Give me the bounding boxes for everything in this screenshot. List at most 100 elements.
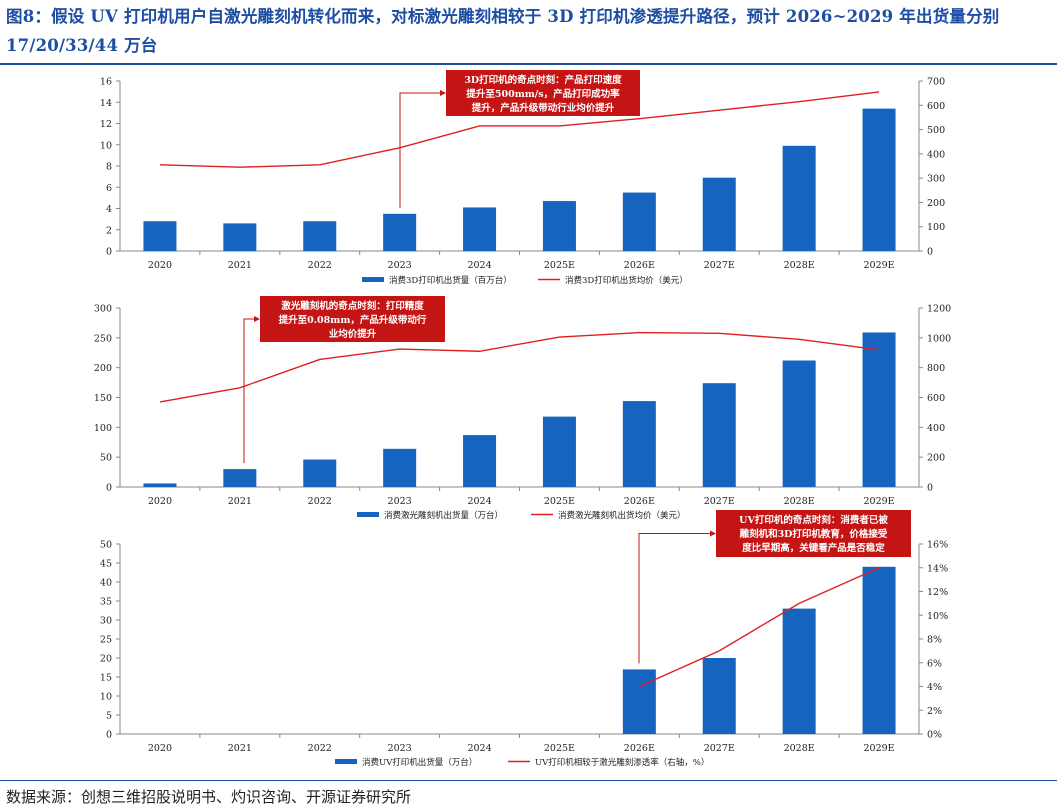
x-tick-label: 2027E — [704, 496, 735, 507]
annotation-box — [716, 510, 911, 557]
left-tick-label: 250 — [94, 333, 112, 344]
figure-title: 图8：假设 UV 打印机用户自激光雕刻机转化而来，对标激光雕刻相较于 3D 打印… — [6, 7, 1000, 55]
annotation-leader — [399, 92, 441, 208]
right-tick-label: 500 — [927, 125, 945, 136]
source-rule — [0, 780, 1057, 781]
price-line — [639, 567, 880, 688]
annotation-text: 度比早期高，关键看产品是否稳定 — [742, 542, 885, 554]
x-tick-label: 2023 — [388, 260, 412, 271]
x-tick-label: 2026E — [624, 260, 655, 271]
annotation-text: 激光雕刻机的奇点时刻：打印精度 — [281, 300, 424, 312]
left-tick-label: 2 — [106, 225, 112, 236]
price-line — [159, 91, 880, 168]
annotation-text: 提升至0.08mm，产品升级带动行 — [279, 314, 427, 326]
x-tick-label: 2025E — [544, 260, 575, 271]
right-tick-label: 6% — [927, 658, 942, 669]
left-tick-label: 50 — [100, 540, 112, 551]
bar-2022 — [303, 459, 337, 487]
right-tick-label: 300 — [927, 174, 945, 185]
right-tick-label: 1200 — [927, 304, 951, 315]
right-tick-label: 800 — [927, 363, 945, 374]
annotation-text: 提升，产品升级带动行业均价提升 — [472, 102, 615, 114]
right-tick-label: 100 — [927, 222, 945, 233]
right-tick-label: 200 — [927, 198, 945, 209]
x-tick-label: 2020 — [148, 260, 172, 271]
left-tick-label: 0 — [106, 247, 112, 258]
legend-bar-swatch — [362, 277, 384, 282]
left-tick-label: 35 — [100, 597, 112, 608]
left-tick-label: 25 — [100, 635, 112, 646]
bar-2026E — [622, 192, 656, 251]
right-tick-label: 400 — [927, 149, 945, 160]
annotation-arrowhead — [440, 90, 446, 96]
legend-bar-label: 消费3D打印机出货量（百万台） — [389, 275, 512, 286]
annotation-text: 提升至500mm/s，产品打印成功率 — [466, 88, 620, 100]
left-tick-label: 14 — [100, 98, 112, 109]
x-tick-label: 2029E — [863, 496, 894, 507]
x-tick-label: 2020 — [148, 743, 172, 754]
bar-2026E — [622, 401, 656, 487]
x-tick-label: 2022 — [308, 496, 332, 507]
legend-line-label: 消费3D打印机出货均价（美元） — [565, 275, 688, 286]
left-tick-label: 0 — [106, 483, 112, 494]
left-tick-label: 10 — [100, 692, 112, 703]
bar-2026E — [622, 669, 656, 734]
x-tick-label: 2021 — [228, 260, 252, 271]
left-tick-label: 50 — [100, 453, 112, 464]
bar-2022 — [303, 221, 337, 251]
left-tick-label: 150 — [94, 393, 112, 404]
bar-2021 — [223, 469, 257, 487]
left-tick-label: 15 — [100, 673, 112, 684]
bar-2028E — [782, 360, 816, 487]
x-tick-label: 2020 — [148, 496, 172, 507]
x-tick-label: 2028E — [784, 496, 815, 507]
annotation-text: 3D打印机的奇点时刻：产品打印速度 — [464, 74, 622, 86]
left-tick-label: 5 — [106, 711, 112, 722]
right-tick-label: 16% — [927, 540, 948, 551]
left-tick-label: 45 — [100, 559, 112, 570]
bar-2029E — [862, 332, 896, 487]
x-tick-label: 2028E — [784, 260, 815, 271]
left-tick-label: 300 — [94, 304, 112, 315]
x-tick-label: 2021 — [228, 743, 252, 754]
x-tick-label: 2028E — [784, 743, 815, 754]
left-tick-label: 6 — [106, 183, 112, 194]
annotation-text: UV打印机的奇点时刻：消费者已被 — [739, 514, 888, 526]
x-tick-label: 2023 — [388, 743, 412, 754]
x-tick-label: 2029E — [863, 743, 894, 754]
x-tick-label: 2027E — [704, 743, 735, 754]
left-tick-label: 20 — [100, 654, 112, 665]
bar-2024 — [463, 207, 497, 251]
bar-2020 — [143, 221, 177, 251]
bar-2027E — [702, 383, 736, 487]
right-tick-label: 4% — [927, 682, 942, 693]
left-tick-label: 10 — [100, 140, 112, 151]
legend-bar-label: 消费UV打印机出货量（万台） — [362, 757, 477, 768]
x-tick-label: 2024 — [467, 496, 491, 507]
right-tick-label: 600 — [927, 393, 945, 404]
right-tick-label: 10% — [927, 611, 948, 622]
left-tick-label: 8 — [106, 162, 112, 173]
left-tick-label: 30 — [100, 616, 112, 627]
right-tick-label: 2% — [927, 706, 942, 717]
bar-2025E — [542, 416, 576, 487]
legend-line-label: UV打印机相较于激光雕刻渗透率（右轴，%） — [535, 757, 709, 768]
x-tick-label: 2023 — [388, 496, 412, 507]
annotation-box — [260, 296, 445, 342]
bar-2025E — [542, 201, 576, 251]
right-tick-label: 1000 — [927, 333, 951, 344]
x-tick-label: 2025E — [544, 743, 575, 754]
bar-2024 — [463, 435, 497, 487]
source-note: 数据来源：创想三维招股说明书、灼识咨询、开源证券研究所 — [6, 788, 412, 806]
annotation-arrowhead — [254, 316, 260, 322]
left-tick-label: 100 — [94, 423, 112, 434]
annotation-text: 雕刻机和3D打印机教育，价格接受 — [740, 528, 888, 540]
x-tick-label: 2029E — [863, 260, 894, 271]
bar-2023 — [383, 213, 417, 251]
right-tick-label: 700 — [927, 77, 945, 88]
price-line — [159, 331, 880, 403]
bar-2028E — [782, 608, 816, 734]
bar-2027E — [702, 658, 736, 734]
legend-line-label: 消费激光雕刻机出货均价（美元） — [558, 510, 686, 521]
